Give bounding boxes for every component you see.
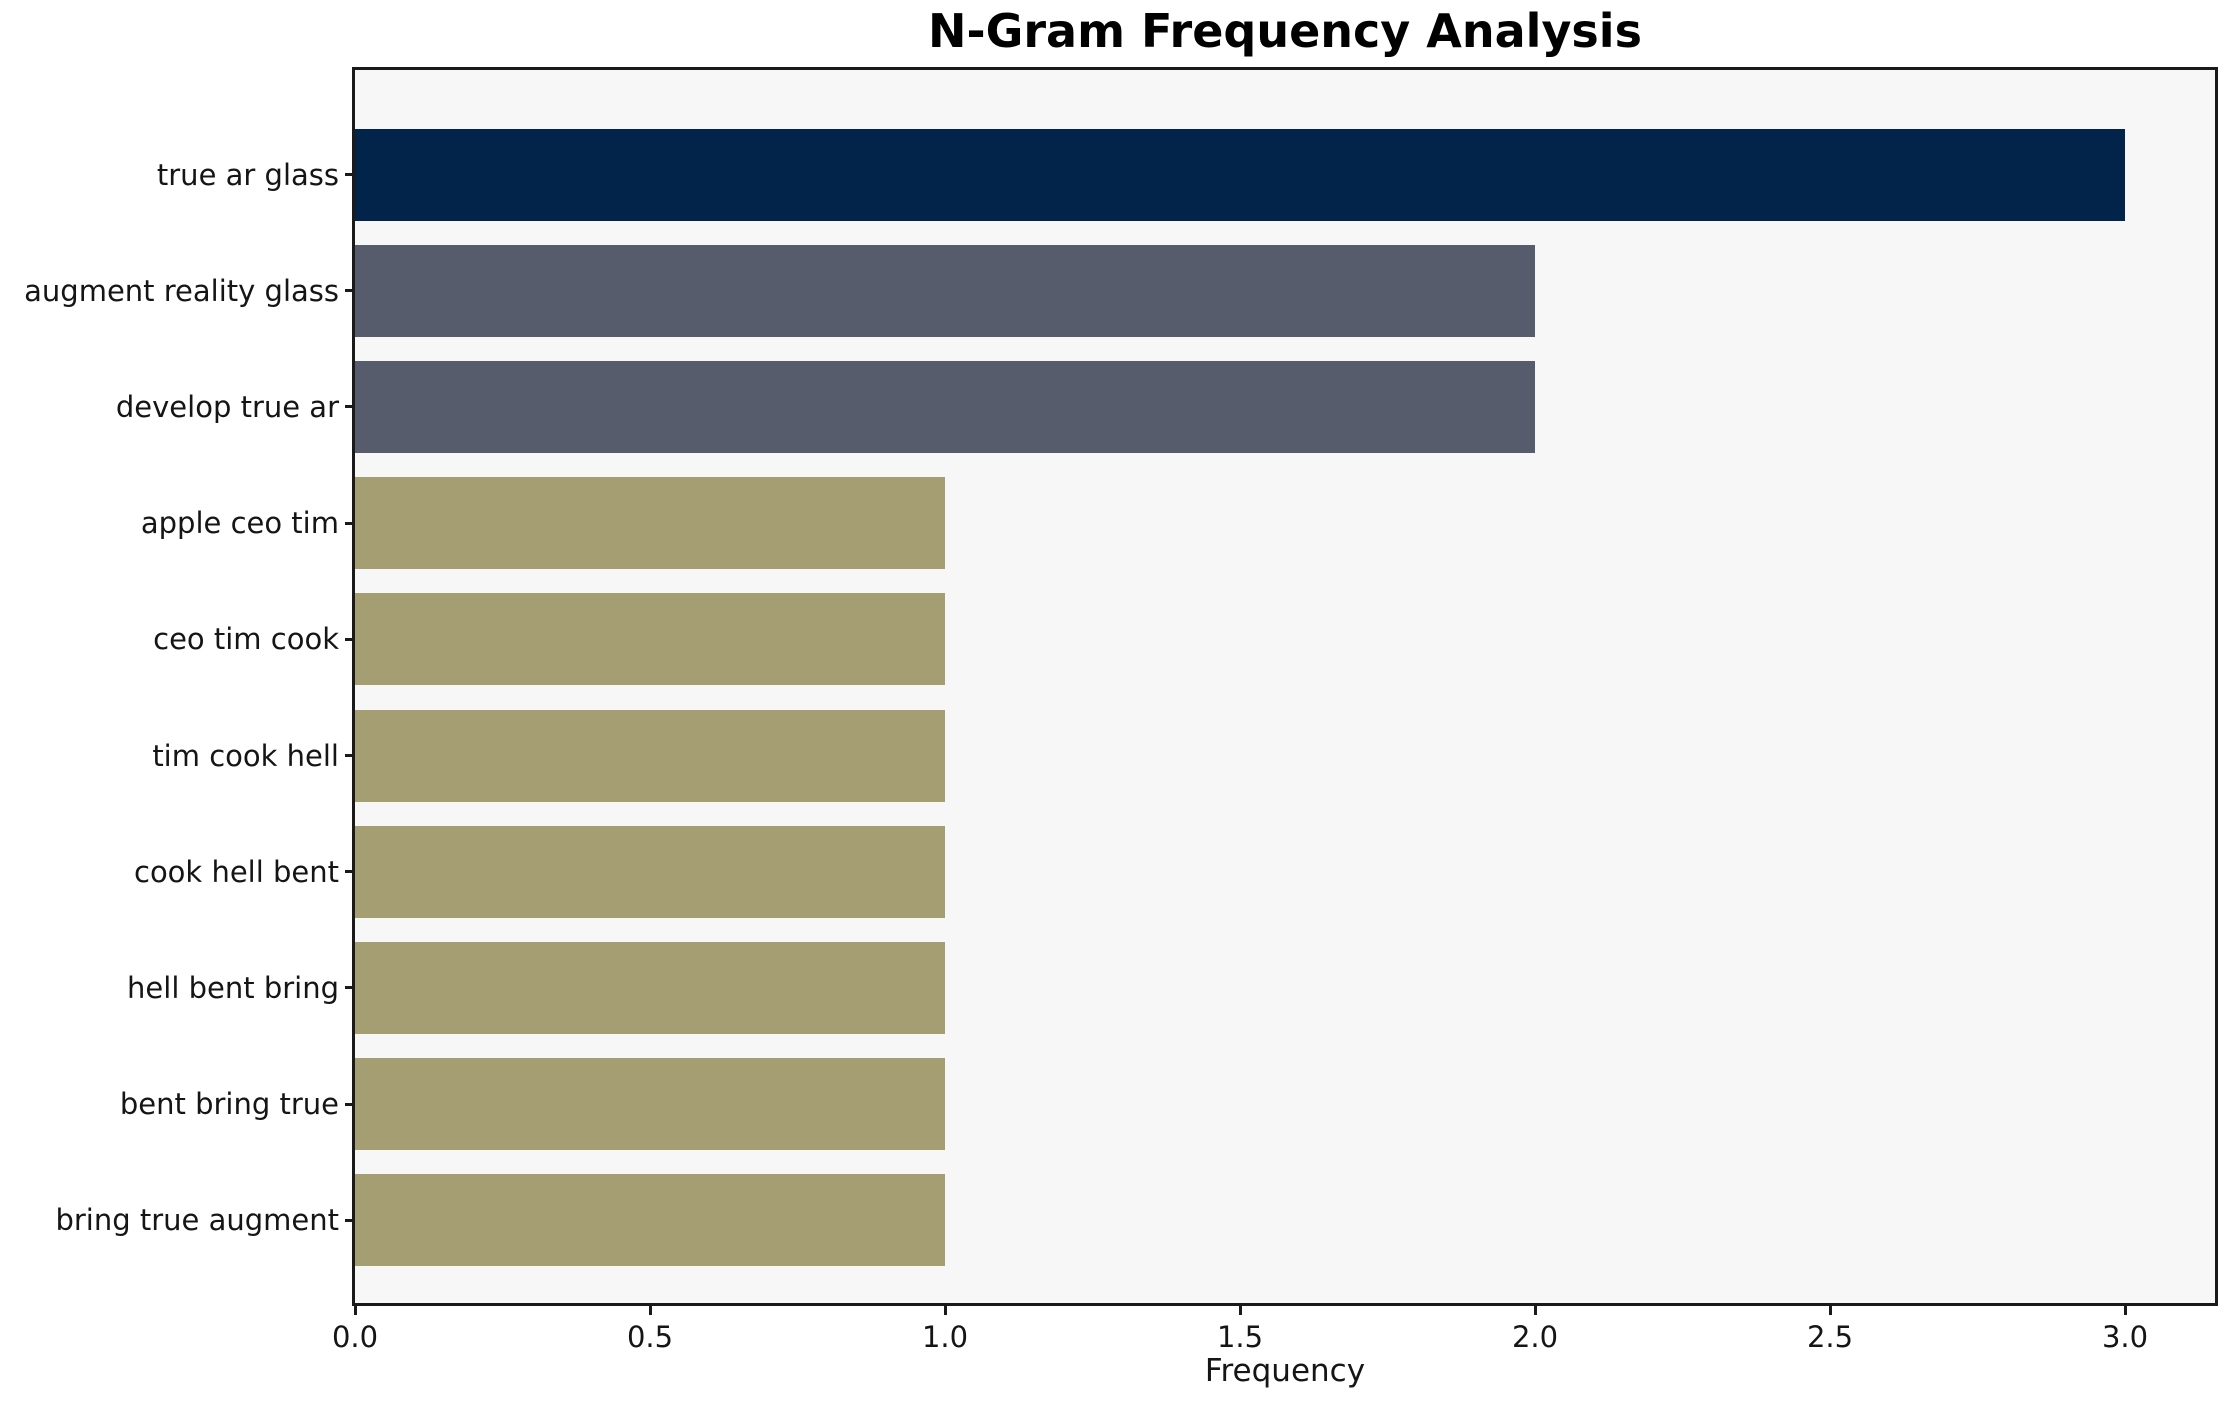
x-tick-label: 3.0 bbox=[2101, 1320, 2149, 1354]
y-tick-mark bbox=[345, 405, 355, 409]
bar bbox=[355, 1174, 945, 1267]
y-tick-mark bbox=[345, 1218, 355, 1222]
y-tick-label: develop true ar bbox=[115, 389, 339, 424]
x-axis-label: Frequency bbox=[1204, 1353, 1366, 1389]
bar bbox=[355, 128, 2125, 221]
bar bbox=[355, 941, 945, 1034]
bar bbox=[355, 1058, 945, 1151]
bar bbox=[355, 244, 1535, 337]
y-tick-mark bbox=[345, 173, 355, 176]
y-tick-label: cook hell bent bbox=[134, 854, 339, 889]
y-tick-label: bring true augment bbox=[55, 1203, 339, 1238]
bar bbox=[355, 709, 945, 802]
x-tick-mark bbox=[1828, 1303, 1832, 1315]
x-tick-mark bbox=[2123, 1303, 2127, 1315]
y-tick-label: tim cook hell bbox=[152, 738, 339, 773]
plot-area bbox=[352, 67, 2218, 1306]
x-tick-mark bbox=[353, 1303, 357, 1315]
y-tick-mark bbox=[345, 289, 355, 293]
x-tick-label: 2.0 bbox=[1511, 1320, 1559, 1354]
x-tick-mark bbox=[1238, 1303, 1242, 1315]
y-tick-mark bbox=[345, 986, 355, 990]
y-tick-mark bbox=[345, 637, 355, 641]
x-tick-label: 1.0 bbox=[921, 1320, 969, 1354]
bar bbox=[355, 593, 945, 686]
chart-title: N-Gram Frequency Analysis bbox=[928, 4, 1642, 58]
x-tick-mark bbox=[1533, 1303, 1537, 1315]
bar bbox=[355, 825, 945, 918]
y-tick-mark bbox=[345, 1102, 355, 1106]
y-tick-mark bbox=[345, 870, 355, 874]
x-tick-label: 1.5 bbox=[1216, 1320, 1264, 1354]
y-tick-label: hell bent bring bbox=[127, 970, 339, 1005]
y-tick-label: augment reality glass bbox=[24, 273, 339, 308]
y-tick-label: bent bring true bbox=[119, 1087, 339, 1122]
y-tick-mark bbox=[345, 521, 355, 525]
x-tick-label: 0.5 bbox=[626, 1320, 674, 1354]
bar bbox=[355, 477, 945, 570]
bar bbox=[355, 360, 1535, 453]
y-tick-mark bbox=[345, 754, 355, 757]
y-tick-label: true ar glass bbox=[156, 157, 339, 192]
x-tick-mark bbox=[943, 1303, 947, 1315]
x-tick-label: 2.5 bbox=[1806, 1320, 1854, 1354]
y-tick-label: ceo tim cook bbox=[153, 622, 339, 657]
x-tick-label: 0.0 bbox=[331, 1320, 379, 1354]
x-tick-mark bbox=[648, 1303, 652, 1315]
y-tick-label: apple ceo tim bbox=[140, 506, 339, 541]
